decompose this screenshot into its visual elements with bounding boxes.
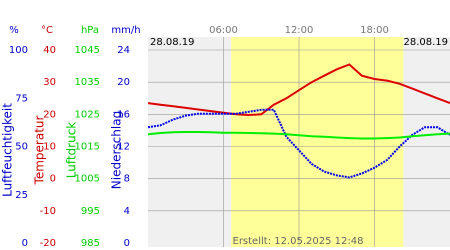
y-tick-label: 1035 — [75, 77, 100, 88]
axis-unit: % — [9, 25, 19, 36]
y-tick-label: 995 — [81, 206, 100, 217]
axis-unit: hPa — [81, 25, 99, 36]
y-tick-label: 50 — [15, 142, 28, 153]
y-tick-label: 40 — [43, 45, 56, 56]
date-right: 28.08.19 — [403, 37, 448, 48]
data-line — [147, 131, 450, 140]
x-tick-label: 06:00 — [209, 25, 238, 36]
y-tick-label: 10 — [43, 142, 56, 153]
x-tick-label: 12:00 — [285, 25, 314, 36]
data-line — [147, 108, 450, 179]
y-tick-label: 1015 — [75, 142, 100, 153]
daylight-band — [231, 37, 404, 247]
y-tick-label: 25 — [15, 190, 28, 201]
y-tick-label: 0 — [124, 238, 130, 249]
data-line — [147, 63, 450, 117]
axis-title: Luftdruck — [65, 122, 79, 179]
axis-title: Luftfeuchtigkeit — [1, 103, 15, 197]
y-tick-label: 75 — [15, 93, 28, 104]
y-tick-label: 16 — [117, 109, 130, 120]
y-tick-label: 8 — [124, 174, 130, 185]
x-tick-label: 18:00 — [360, 25, 389, 36]
y-tick-label: 100 — [9, 45, 28, 56]
y-tick-label: 0 — [50, 174, 56, 185]
y-tick-label: -20 — [40, 238, 56, 249]
y-tick-label: 20 — [117, 77, 130, 88]
axis-title: Temperatur — [33, 115, 47, 185]
y-tick-label: 985 — [81, 238, 100, 249]
axis-unit: mm/h — [111, 25, 140, 36]
date-left: 28.08.19 — [150, 37, 195, 48]
y-tick-label: 4 — [124, 206, 130, 217]
axis-unit: °C — [41, 25, 53, 36]
y-tick-label: 30 — [43, 77, 56, 88]
y-tick-label: 1005 — [75, 174, 100, 185]
y-tick-label: 1045 — [75, 45, 100, 56]
y-tick-label: 12 — [117, 142, 130, 153]
y-tick-label: 24 — [117, 45, 130, 56]
y-tick-label: 0 — [22, 238, 28, 249]
y-tick-label: 1025 — [75, 109, 100, 120]
y-tick-label: -10 — [40, 206, 56, 217]
axis-title: Niederschlag — [110, 111, 124, 189]
footer: Erstellt: 12.05.2025 12:48 — [233, 236, 364, 247]
y-tick-label: 20 — [43, 109, 56, 120]
